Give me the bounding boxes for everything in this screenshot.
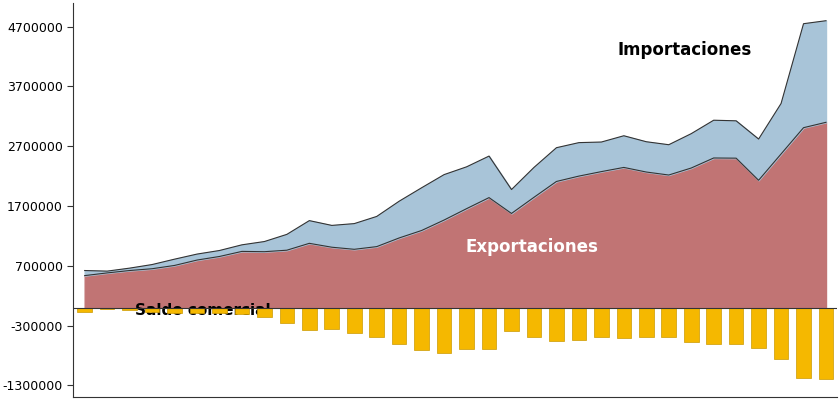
Bar <box>167 308 181 314</box>
Bar <box>796 308 811 378</box>
Bar <box>639 308 654 337</box>
Bar <box>481 308 496 349</box>
Bar <box>549 308 564 341</box>
Bar <box>302 308 317 330</box>
Bar <box>392 308 407 344</box>
Bar <box>213 308 227 313</box>
Text: Saldo comercial: Saldo comercial <box>135 303 271 318</box>
Text: Importaciones: Importaciones <box>617 41 752 59</box>
Bar <box>819 308 833 379</box>
Bar <box>280 308 294 323</box>
Bar <box>370 308 384 337</box>
Bar <box>234 308 249 314</box>
Bar <box>144 308 160 312</box>
Bar <box>504 308 519 331</box>
Bar <box>774 308 789 359</box>
Bar <box>527 308 541 337</box>
Bar <box>729 308 743 344</box>
Bar <box>347 308 361 332</box>
Bar <box>706 308 721 344</box>
Bar <box>437 308 451 352</box>
Bar <box>77 308 92 312</box>
Bar <box>684 308 699 342</box>
Bar <box>571 308 586 340</box>
Bar <box>751 308 766 348</box>
Bar <box>459 308 474 349</box>
Text: Exportaciones: Exportaciones <box>465 238 598 256</box>
Bar <box>594 308 609 336</box>
Bar <box>100 308 114 309</box>
Bar <box>324 308 339 329</box>
Bar <box>617 308 631 338</box>
Bar <box>661 308 676 337</box>
Bar <box>123 308 137 310</box>
Bar <box>257 308 271 318</box>
Bar <box>190 308 204 313</box>
Bar <box>414 308 429 350</box>
